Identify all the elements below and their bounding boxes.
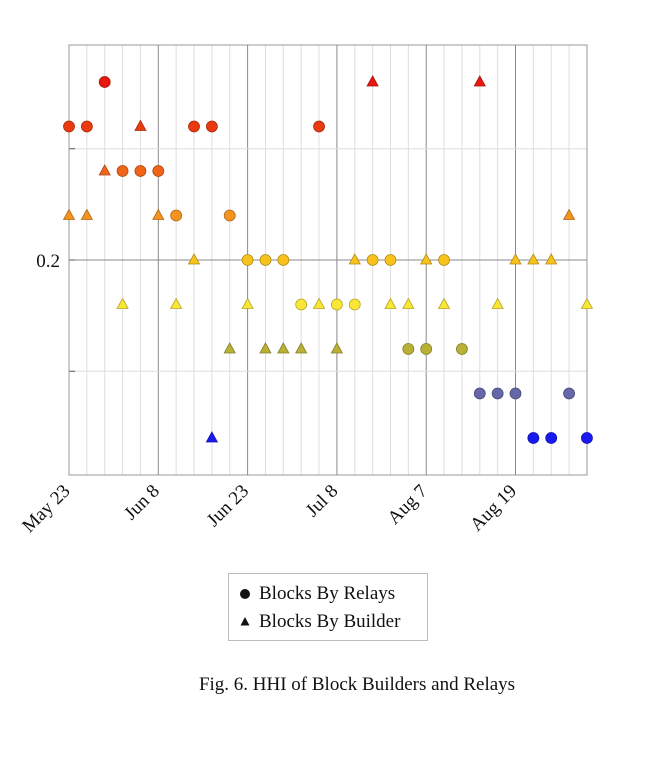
x-tick-label: Aug 7 <box>384 481 432 529</box>
relay-circle-point <box>491 387 504 400</box>
relay-circle-point <box>116 165 129 177</box>
x-tick-label: May 23 <box>18 481 74 537</box>
builder-triangle-point <box>312 297 326 309</box>
builder-triangle-point <box>562 208 576 220</box>
builder-triangle-point <box>187 253 201 265</box>
builder-triangle-point <box>473 75 486 87</box>
relay-circle-point <box>384 254 397 266</box>
triangle-marker-icon <box>240 617 250 626</box>
builder-triangle-point <box>169 297 183 309</box>
relay-circle-point <box>563 387 575 400</box>
relay-circle-point <box>205 120 218 133</box>
figure-caption: Fig. 6. HHI of Block Builders and Relays <box>198 674 516 695</box>
legend-label-relays: Blocks By Relays <box>259 583 396 604</box>
relay-circle-point <box>420 343 433 355</box>
relay-circle-point <box>313 120 325 133</box>
builder-triangle-point <box>295 342 308 354</box>
relay-circle-point <box>134 165 147 177</box>
legend-label-builder: Blocks By Builder <box>259 611 401 632</box>
builder-triangle-point <box>330 342 344 354</box>
relay-circle-point <box>366 254 379 266</box>
relay-circle-point <box>63 120 75 133</box>
plot-frame <box>68 44 588 476</box>
relay-circle-point <box>80 120 93 133</box>
relay-circle-point <box>152 165 165 177</box>
relay-circle-point <box>456 343 468 355</box>
relay-circle-point <box>402 343 415 355</box>
x-tick-label: Jun 23 <box>203 481 253 531</box>
relay-circle-point <box>170 209 183 222</box>
relay-circle-point <box>259 254 272 266</box>
builder-triangle-point <box>384 297 397 309</box>
relay-circle-point <box>473 387 486 400</box>
data-marks <box>62 75 594 444</box>
legend-item-builder: Blocks By Builder <box>237 610 400 634</box>
builder-triangle-point <box>420 253 433 265</box>
relay-circle-point <box>509 387 522 400</box>
legend-item-relays: Blocks By Relays <box>237 582 395 606</box>
relay-circle-point <box>581 432 593 444</box>
legend: Blocks By Relays Blocks By Builder <box>228 573 428 641</box>
builder-triangle-point <box>277 342 290 354</box>
builder-triangle-point <box>241 297 254 309</box>
builder-triangle-point <box>116 297 129 309</box>
grid <box>68 45 588 475</box>
relay-circle-point <box>527 432 540 444</box>
builder-triangle-point <box>80 208 94 220</box>
relay-circle-point <box>348 298 361 311</box>
builder-triangle-point <box>545 253 558 265</box>
relay-circle-point <box>277 254 290 266</box>
x-tick-label: Jun 8 <box>120 481 164 525</box>
relay-circle-point <box>438 254 450 266</box>
builder-triangle-point <box>259 342 272 354</box>
builder-triangle-point <box>509 253 522 265</box>
builder-triangle-point <box>348 253 361 265</box>
x-tick-label: Jul 8 <box>302 481 343 522</box>
y-tick-label: 0.2 <box>36 251 60 272</box>
builder-triangle-point <box>98 164 111 176</box>
x-tick-label: Aug 19 <box>466 481 521 536</box>
builder-triangle-point <box>62 208 76 220</box>
relay-circle-point <box>98 76 111 88</box>
builder-triangle-point <box>580 297 594 309</box>
relay-circle-point <box>330 298 343 311</box>
circle-marker-icon <box>240 589 250 599</box>
builder-triangle-point <box>491 297 504 309</box>
relay-circle-point <box>545 432 558 444</box>
builder-triangle-point <box>152 208 165 220</box>
relay-circle-point <box>223 209 236 222</box>
builder-triangle-point <box>205 431 219 443</box>
builder-triangle-point <box>402 297 415 309</box>
tick-labels: 0.2 May 23 Jun 8 Jun 23 Jul 8 Aug 7 Aug 19 <box>18 251 521 537</box>
builder-triangle-point <box>527 253 540 265</box>
hhi-scatter-chart: 0.2 May 23 Jun 8 Jun 23 Jul 8 Aug 7 Aug 19 <box>18 44 594 537</box>
builder-triangle-point <box>134 119 147 131</box>
builder-triangle-point <box>223 342 236 354</box>
relay-circle-point <box>241 254 254 266</box>
builder-triangle-point <box>366 75 379 87</box>
builder-triangle-point <box>437 297 451 309</box>
relay-circle-point <box>295 298 308 311</box>
relay-circle-point <box>188 120 200 133</box>
